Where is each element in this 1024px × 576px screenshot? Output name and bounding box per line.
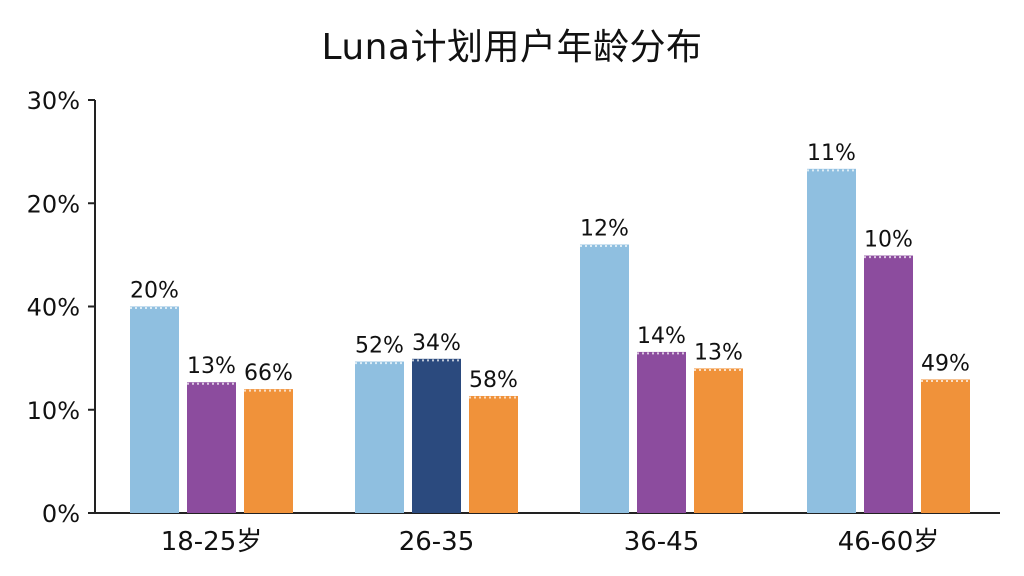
data-label: 10% (864, 228, 913, 253)
data-label: 66% (244, 361, 293, 386)
bar (187, 382, 236, 513)
bar (355, 361, 404, 513)
bar (580, 244, 629, 514)
y-tick-label: 0% (42, 500, 80, 528)
data-label: 49% (921, 351, 970, 376)
bar (807, 168, 856, 514)
x-tick-label: 46-60岁 (838, 527, 940, 557)
data-label: 52% (355, 334, 404, 359)
data-label: 20% (130, 279, 179, 304)
chart-title: Luna计划用户年龄分布 (321, 27, 703, 68)
bar (864, 255, 913, 513)
data-label: 12% (580, 217, 629, 242)
bar (469, 395, 518, 513)
bar (694, 368, 743, 513)
y-tick-label: 30% (27, 87, 80, 115)
x-tick-label: 18-25岁 (161, 527, 263, 557)
data-label: 11% (807, 141, 856, 166)
data-label: 58% (469, 368, 518, 393)
bar (637, 351, 686, 513)
data-label: 14% (637, 324, 686, 349)
y-tick-label: 20% (27, 190, 80, 218)
y-tick-label: 40% (27, 294, 80, 322)
bar (244, 389, 293, 513)
data-label: 34% (412, 331, 461, 356)
data-label: 13% (187, 354, 236, 379)
bar (412, 358, 461, 513)
x-tick-label: 26-35 (399, 527, 475, 557)
y-tick-label: 10% (27, 397, 80, 425)
bar (921, 379, 970, 513)
bar (130, 306, 179, 513)
x-tick-label: 36-45 (624, 527, 700, 557)
data-label: 13% (694, 340, 743, 365)
